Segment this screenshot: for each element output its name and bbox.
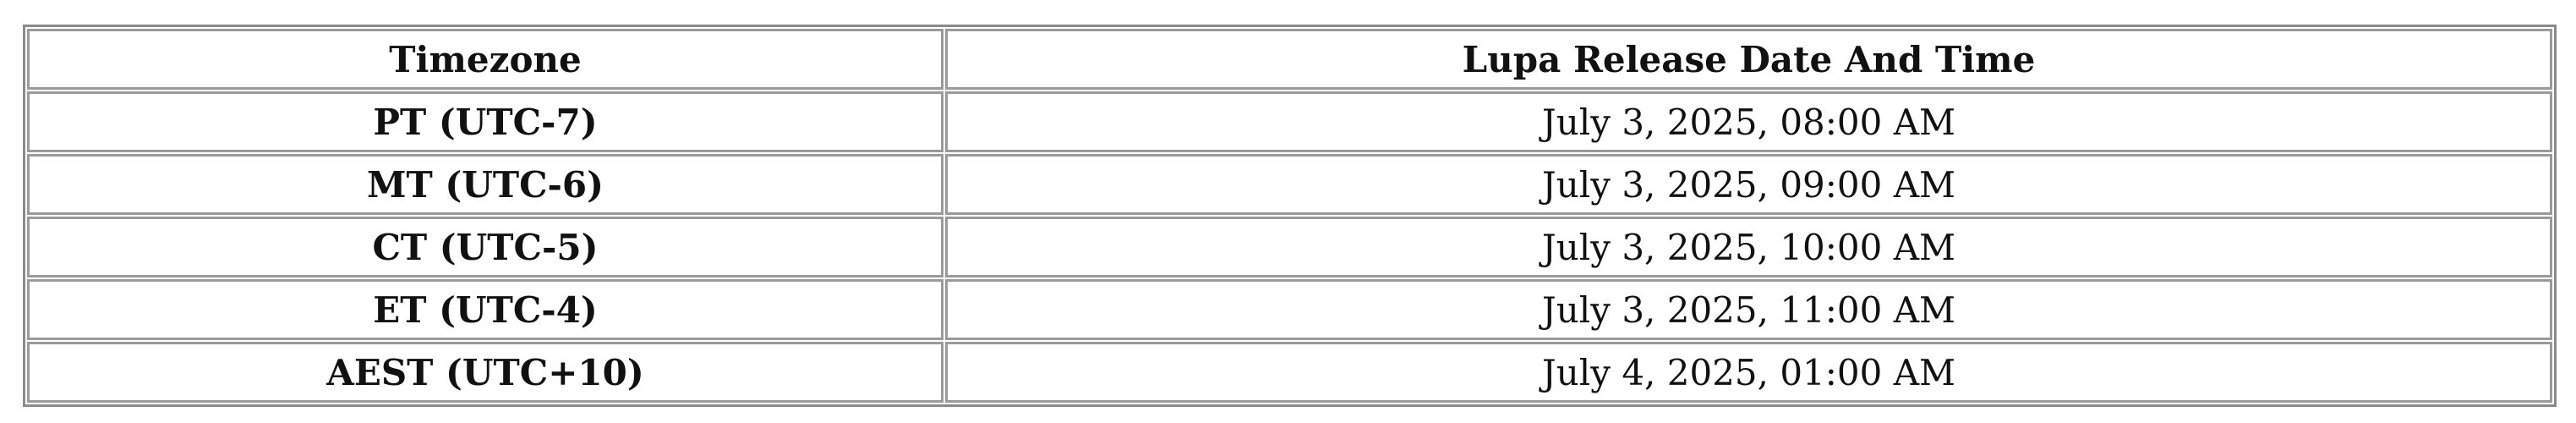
release-time-cell: July 4, 2025, 01:00 AM [945,342,2552,403]
timezone-cell: PT (UTC-7) [27,91,943,152]
table-header-row: Timezone Lupa Release Date And Time [27,29,2552,90]
timezone-cell: CT (UTC-5) [27,217,943,277]
table-row: CT (UTC-5) July 3, 2025, 10:00 AM [27,217,2552,277]
timezone-cell: MT (UTC-6) [27,154,943,215]
release-times-table: Timezone Lupa Release Date And Time PT (… [23,25,2557,407]
timezone-cell: ET (UTC-4) [27,279,943,340]
table-row: AEST (UTC+10) July 4, 2025, 01:00 AM [27,342,2552,403]
release-time-cell: July 3, 2025, 08:00 AM [945,91,2552,152]
table-row: ET (UTC-4) July 3, 2025, 11:00 AM [27,279,2552,340]
release-time-cell: July 3, 2025, 09:00 AM [945,154,2552,215]
table-row: MT (UTC-6) July 3, 2025, 09:00 AM [27,154,2552,215]
table-row: PT (UTC-7) July 3, 2025, 08:00 AM [27,91,2552,152]
timezone-cell: AEST (UTC+10) [27,342,943,403]
release-time-cell: July 3, 2025, 11:00 AM [945,279,2552,340]
header-release-date: Lupa Release Date And Time [945,29,2552,90]
header-timezone: Timezone [27,29,943,90]
release-time-cell: July 3, 2025, 10:00 AM [945,217,2552,277]
